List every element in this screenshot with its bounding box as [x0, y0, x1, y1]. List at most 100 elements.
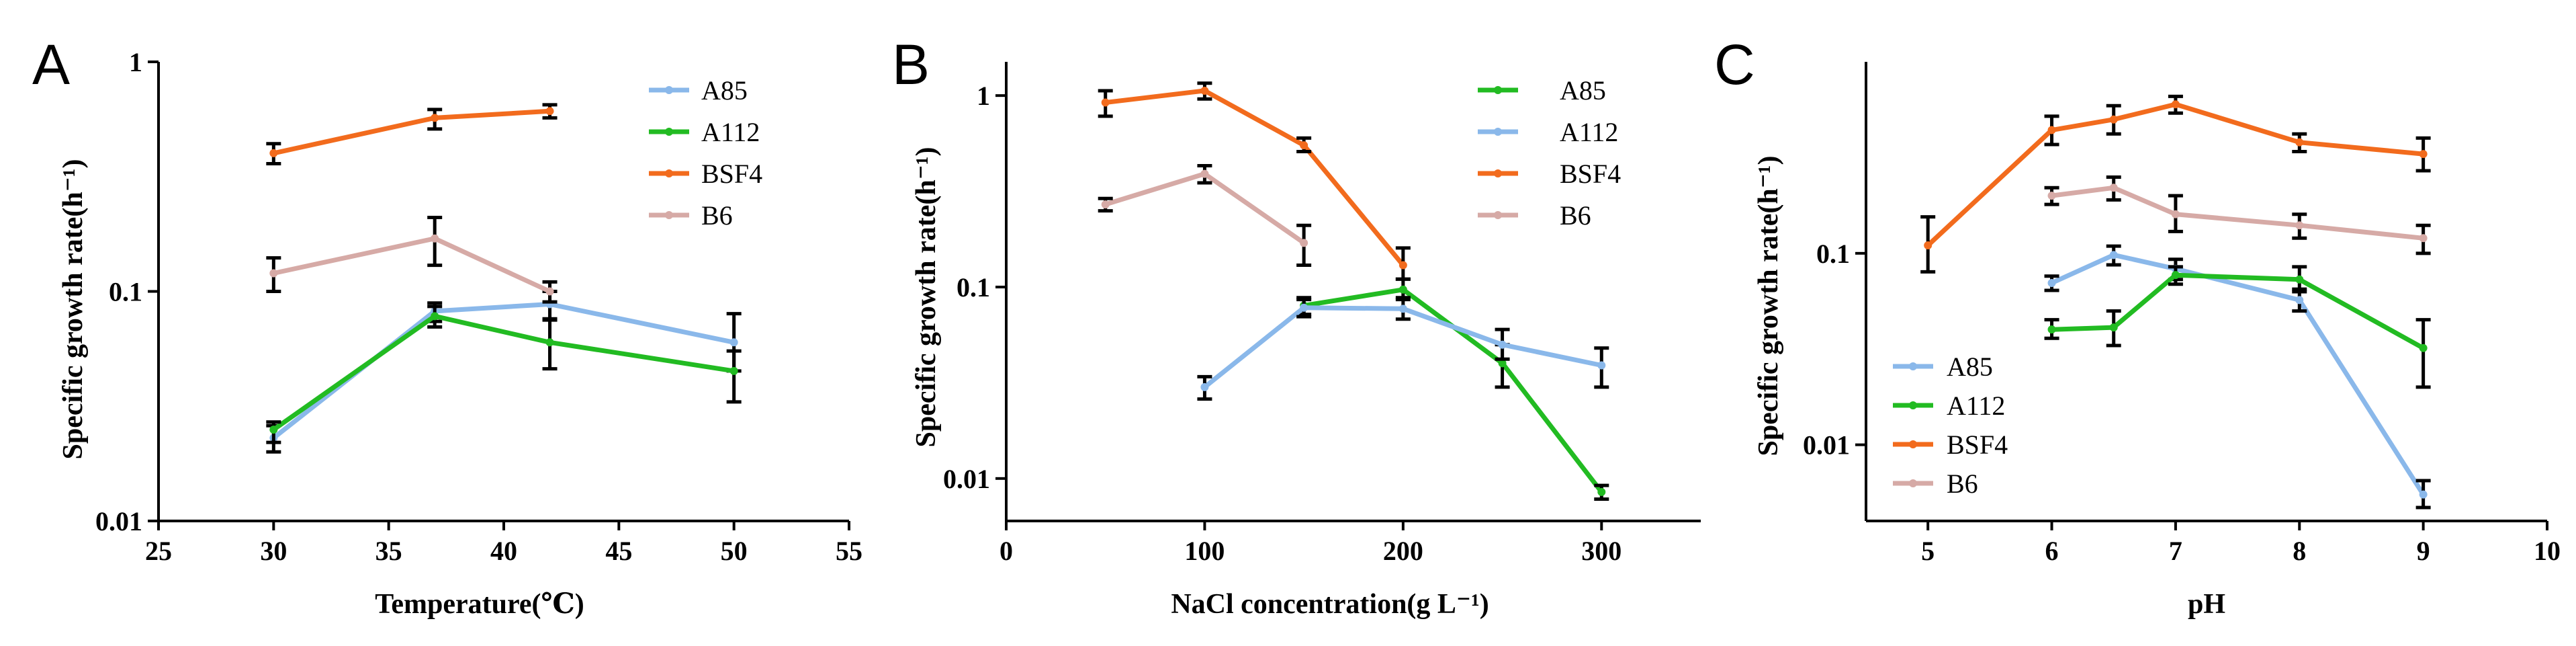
data-point [431, 312, 439, 321]
panel-letter-a: A [32, 33, 70, 96]
legend-label: A85 [1560, 75, 1606, 106]
legend-label: A112 [1947, 391, 2005, 421]
panel-c: C Specific growth rate(h⁻¹) pH 5 6 7 8 9 10 0.… [1714, 33, 2561, 620]
axes-c: 5 6 7 8 9 10 0.01 0.1 [1803, 62, 2561, 566]
data-point [2419, 234, 2428, 243]
x-tick-label: 35 [375, 536, 402, 566]
legend-label: A112 [1560, 117, 1618, 147]
data-point [2171, 100, 2180, 109]
x-tick-label: 200 [1383, 536, 1423, 566]
series-line-bsf4 [1103, 88, 1406, 268]
data-point [1498, 359, 1507, 368]
legend-marker [1494, 169, 1502, 177]
series-line-bsf4 [271, 108, 552, 156]
data-point [269, 149, 278, 157]
legend-label: A112 [701, 117, 760, 147]
series-line-b6 [2049, 185, 2426, 241]
panel-letter-b: B [892, 33, 930, 96]
x-tick-label: 0 [1000, 536, 1013, 566]
legend-b: A85 A112 BSF4 B6 [1478, 75, 1621, 231]
legend-entry: B6 [1893, 469, 1978, 499]
x-tick-label: 8 [2293, 536, 2306, 566]
y-tick-label: 0.1 [1816, 239, 1850, 269]
panel-a: A Specific growth rate(h⁻¹) Temperature(… [32, 33, 862, 620]
legend-marker [1494, 128, 1502, 136]
x-tick-label: 50 [721, 536, 748, 566]
data-point [2171, 210, 2180, 218]
data-point [1398, 285, 1407, 294]
data-point [2419, 490, 2428, 499]
y-tick-label: 1 [129, 47, 142, 77]
data-point [2109, 115, 2118, 124]
data-point [2171, 271, 2180, 280]
y-tick-label: 0.01 [95, 506, 142, 536]
data-point [269, 426, 278, 434]
legend-label: BSF4 [1947, 430, 2008, 460]
series-line-a85 [2049, 252, 2426, 497]
x-axis-title-b: NaCl concentration(g L⁻¹) [1171, 589, 1489, 620]
y-tick-label: 1 [977, 81, 990, 111]
legend-marker [665, 211, 673, 219]
series-line-a85 [271, 302, 737, 440]
x-axis-title-c: pH [2188, 589, 2225, 620]
series-line-b6 [271, 236, 552, 294]
legend-marker [1494, 211, 1502, 219]
x-tick-label: 40 [490, 536, 517, 566]
data-point [1300, 303, 1308, 312]
data-point [545, 287, 554, 296]
x-tick-label: 300 [1581, 536, 1622, 566]
legend-marker [1494, 86, 1502, 94]
axes-a: 25 30 35 40 45 50 55 0.01 0.1 1 [95, 47, 862, 566]
data-point [2295, 138, 2304, 147]
data-point [1597, 487, 1606, 496]
x-tick-label: 45 [605, 536, 632, 566]
data-point [2047, 126, 2056, 134]
legend-entry: B6 [1478, 200, 1591, 231]
legend-label: B6 [1947, 469, 1978, 499]
data-point [1200, 86, 1209, 95]
legend-entry: A112 [1478, 117, 1618, 147]
legend-entry: A85 [1893, 352, 1993, 382]
data-point [2047, 192, 2056, 200]
legend-label: A85 [701, 75, 748, 106]
y-tick-label: 0.01 [943, 464, 990, 494]
legend-entry: A85 [1478, 75, 1606, 106]
legend-marker [1909, 401, 1917, 409]
legend-entry: A112 [649, 117, 760, 147]
x-axis-title-a: Temperature(℃) [375, 589, 584, 620]
data-point [2419, 150, 2428, 159]
data-point [1200, 382, 1209, 391]
series-line-bsf4 [1925, 102, 2426, 248]
y-axis-title-c: Specific growth rate(h⁻¹) [1753, 156, 1784, 456]
x-tick-label: 6 [2045, 536, 2059, 566]
legend-label: B6 [1560, 200, 1591, 231]
legend-marker [665, 86, 673, 94]
legend-label: A85 [1947, 352, 1993, 382]
data-point [2109, 251, 2118, 259]
data-point [1300, 141, 1308, 150]
legend-entry: A112 [1893, 391, 2005, 421]
x-tick-label: 100 [1184, 536, 1225, 566]
legend-marker [665, 128, 673, 136]
data-point [2109, 184, 2118, 192]
data-point [2047, 325, 2056, 334]
data-point [2109, 323, 2118, 332]
x-tick-label: 7 [2169, 536, 2182, 566]
data-point [1498, 340, 1507, 349]
data-point [729, 338, 738, 347]
data-point [729, 366, 738, 375]
error-bar [726, 349, 742, 404]
legend-label: B6 [701, 200, 733, 231]
data-point [2295, 221, 2304, 230]
x-tick-label: 10 [2534, 536, 2561, 566]
x-tick-label: 55 [836, 536, 862, 566]
data-point [1101, 200, 1110, 209]
data-point [1924, 241, 1933, 250]
data-point [1200, 169, 1209, 178]
legend-entry: BSF4 [1478, 159, 1621, 189]
legend-marker [1909, 479, 1917, 487]
y-axis-title-a: Specific growth rate(h⁻¹) [58, 159, 89, 460]
legend-c: A85 A112 BSF4 B6 [1893, 352, 2008, 499]
y-tick-label: 0.1 [109, 277, 142, 307]
